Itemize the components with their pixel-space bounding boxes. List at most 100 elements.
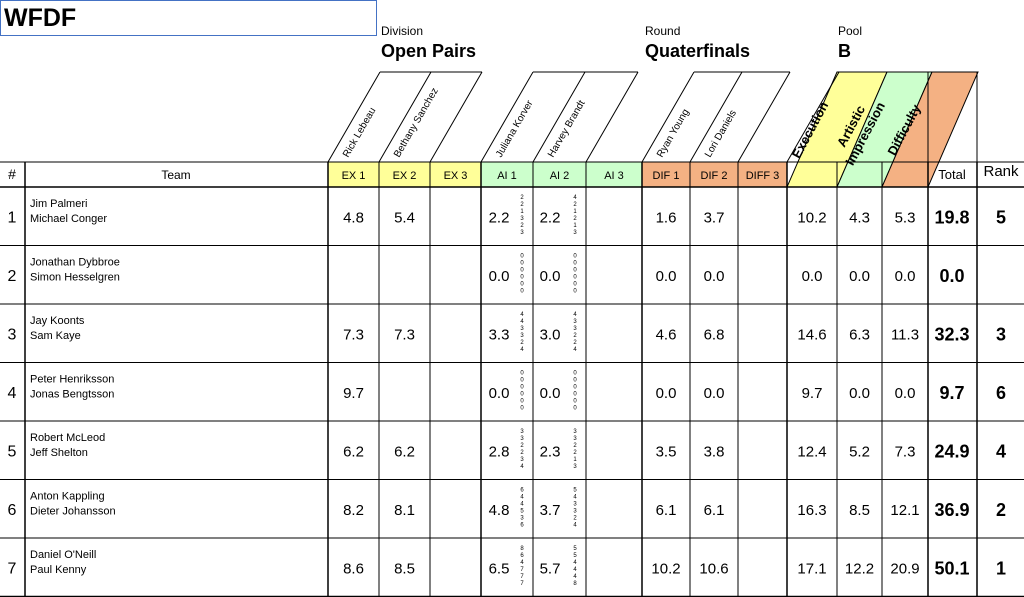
- ai-subscore: 0: [520, 254, 524, 260]
- score-rank: 3: [996, 324, 1006, 344]
- judge-slant-line: [737, 71, 791, 163]
- ai-subscore: 0: [573, 378, 577, 384]
- subheader-fill-2: [642, 162, 787, 187]
- ai-subscore: 4: [520, 464, 524, 470]
- ai-subscore: 5: [573, 553, 577, 559]
- ai-subscore: 2: [573, 333, 577, 339]
- title-cell[interactable]: [0, 0, 377, 36]
- team-player: Peter Henriksson: [30, 374, 114, 386]
- judge-slant-line: [641, 71, 695, 163]
- score-dif1: 6.1: [656, 502, 677, 519]
- score-dif2: 3.7: [704, 209, 725, 226]
- ai-subscore: 3: [573, 464, 577, 470]
- header-dif1: DIF 1: [653, 170, 680, 182]
- score-ex1: 8.2: [343, 502, 364, 519]
- score-art: 4.3: [849, 209, 870, 226]
- score-ex1: 8.6: [343, 560, 364, 577]
- ai-subscore: 4: [573, 495, 577, 501]
- score-dif2: 0.0: [704, 268, 725, 285]
- score-ai1: 2.2: [489, 209, 510, 226]
- ai-subscore: 0: [573, 392, 577, 398]
- score-dif2: 6.8: [704, 326, 725, 343]
- judge-slant-line: [378, 71, 432, 163]
- header-team: Team: [161, 168, 190, 182]
- score-ai1: 4.8: [489, 502, 510, 519]
- ai-subscore: 0: [520, 289, 524, 295]
- score-total: 9.7: [939, 383, 964, 403]
- ai-subscore: 4: [573, 195, 577, 201]
- ai-subscore: 7: [520, 574, 524, 580]
- score-total: 32.3: [934, 324, 969, 344]
- score-art: 6.3: [849, 326, 870, 343]
- team-player: Anton Kappling: [30, 491, 105, 503]
- ai-subscore: 3: [520, 230, 524, 236]
- ai-subscore: 3: [520, 326, 524, 332]
- ai-subscore: 0: [520, 275, 524, 281]
- ai-subscore: 3: [520, 216, 524, 222]
- score-art: 12.2: [845, 560, 874, 577]
- score-ai1: 0.0: [489, 268, 510, 285]
- ai-subscore: 0: [573, 289, 577, 295]
- score-dif2: 0.0: [704, 385, 725, 402]
- round-label: Round: [645, 24, 681, 38]
- ai-subscore: 3: [520, 429, 524, 435]
- ai-subscore: 2: [573, 340, 577, 346]
- ai-subscore: 4: [573, 312, 577, 318]
- ai-subscore: 2: [520, 195, 524, 201]
- ai-subscore: 1: [573, 457, 577, 463]
- ai-subscore: 2: [573, 216, 577, 222]
- round-value: Quaterfinals: [645, 41, 751, 61]
- ai-subscore: 3: [520, 516, 524, 522]
- judge-slant-line: [532, 71, 586, 163]
- ai-subscore: 0: [520, 392, 524, 398]
- ai-subscore: 2: [573, 443, 577, 449]
- ai-subscore: 3: [573, 436, 577, 442]
- ai-subscore: 7: [520, 581, 524, 587]
- ai-subscore: 2: [520, 340, 524, 346]
- score-art: 0.0: [849, 268, 870, 285]
- score-total: 24.9: [934, 441, 969, 461]
- score-dif1: 10.2: [651, 560, 680, 577]
- ai-subscore: 2: [520, 450, 524, 456]
- score-dif1: 1.6: [656, 209, 677, 226]
- ai-subscore: 2: [520, 202, 524, 208]
- division-value: Open Pairs: [381, 41, 477, 61]
- score-ex1: 9.7: [343, 385, 364, 402]
- judge-name: Rick Lebeau: [341, 106, 378, 160]
- row-number: 1: [8, 209, 17, 226]
- header-rank: Rank: [983, 163, 1019, 180]
- ai-subscore: 3: [520, 457, 524, 463]
- score-ex2: 7.3: [394, 326, 415, 343]
- score-dif2: 3.8: [704, 443, 725, 460]
- ai-subscore: 0: [573, 268, 577, 274]
- score-exe: 0.0: [802, 268, 823, 285]
- team-player: Jim Palmeri: [30, 198, 87, 210]
- score-ai1: 0.0: [489, 385, 510, 402]
- header-diff3: DIFF 3: [746, 170, 780, 182]
- pool-value: B: [838, 41, 851, 61]
- score-dif: 0.0: [895, 385, 916, 402]
- ai-subscore: 3: [573, 326, 577, 332]
- ai-subscore: 6: [520, 523, 524, 529]
- ai-subscore: 0: [573, 254, 577, 260]
- ai-subscore: 0: [520, 399, 524, 405]
- row-number: 3: [8, 326, 17, 343]
- ai-subscore: 1: [573, 223, 577, 229]
- pool-label: Pool: [838, 24, 863, 38]
- score-dif2: 10.6: [699, 560, 728, 577]
- team-player: Dieter Johansson: [30, 506, 116, 518]
- ai-subscore: 0: [573, 282, 577, 288]
- row-number: 5: [8, 443, 17, 460]
- score-art: 5.2: [849, 443, 870, 460]
- header-ai1: AI 1: [497, 170, 517, 182]
- row-number: 7: [8, 560, 17, 577]
- header-dif2: DIF 2: [701, 170, 728, 182]
- row-number: 2: [8, 268, 17, 285]
- judge-name: Ryan Young: [655, 107, 692, 159]
- score-ai2: 0.0: [540, 385, 561, 402]
- score-dif1: 4.6: [656, 326, 677, 343]
- ai-subscore: 4: [573, 567, 577, 573]
- subheader-fill-0: [328, 162, 481, 187]
- ai-subscore: 1: [573, 209, 577, 215]
